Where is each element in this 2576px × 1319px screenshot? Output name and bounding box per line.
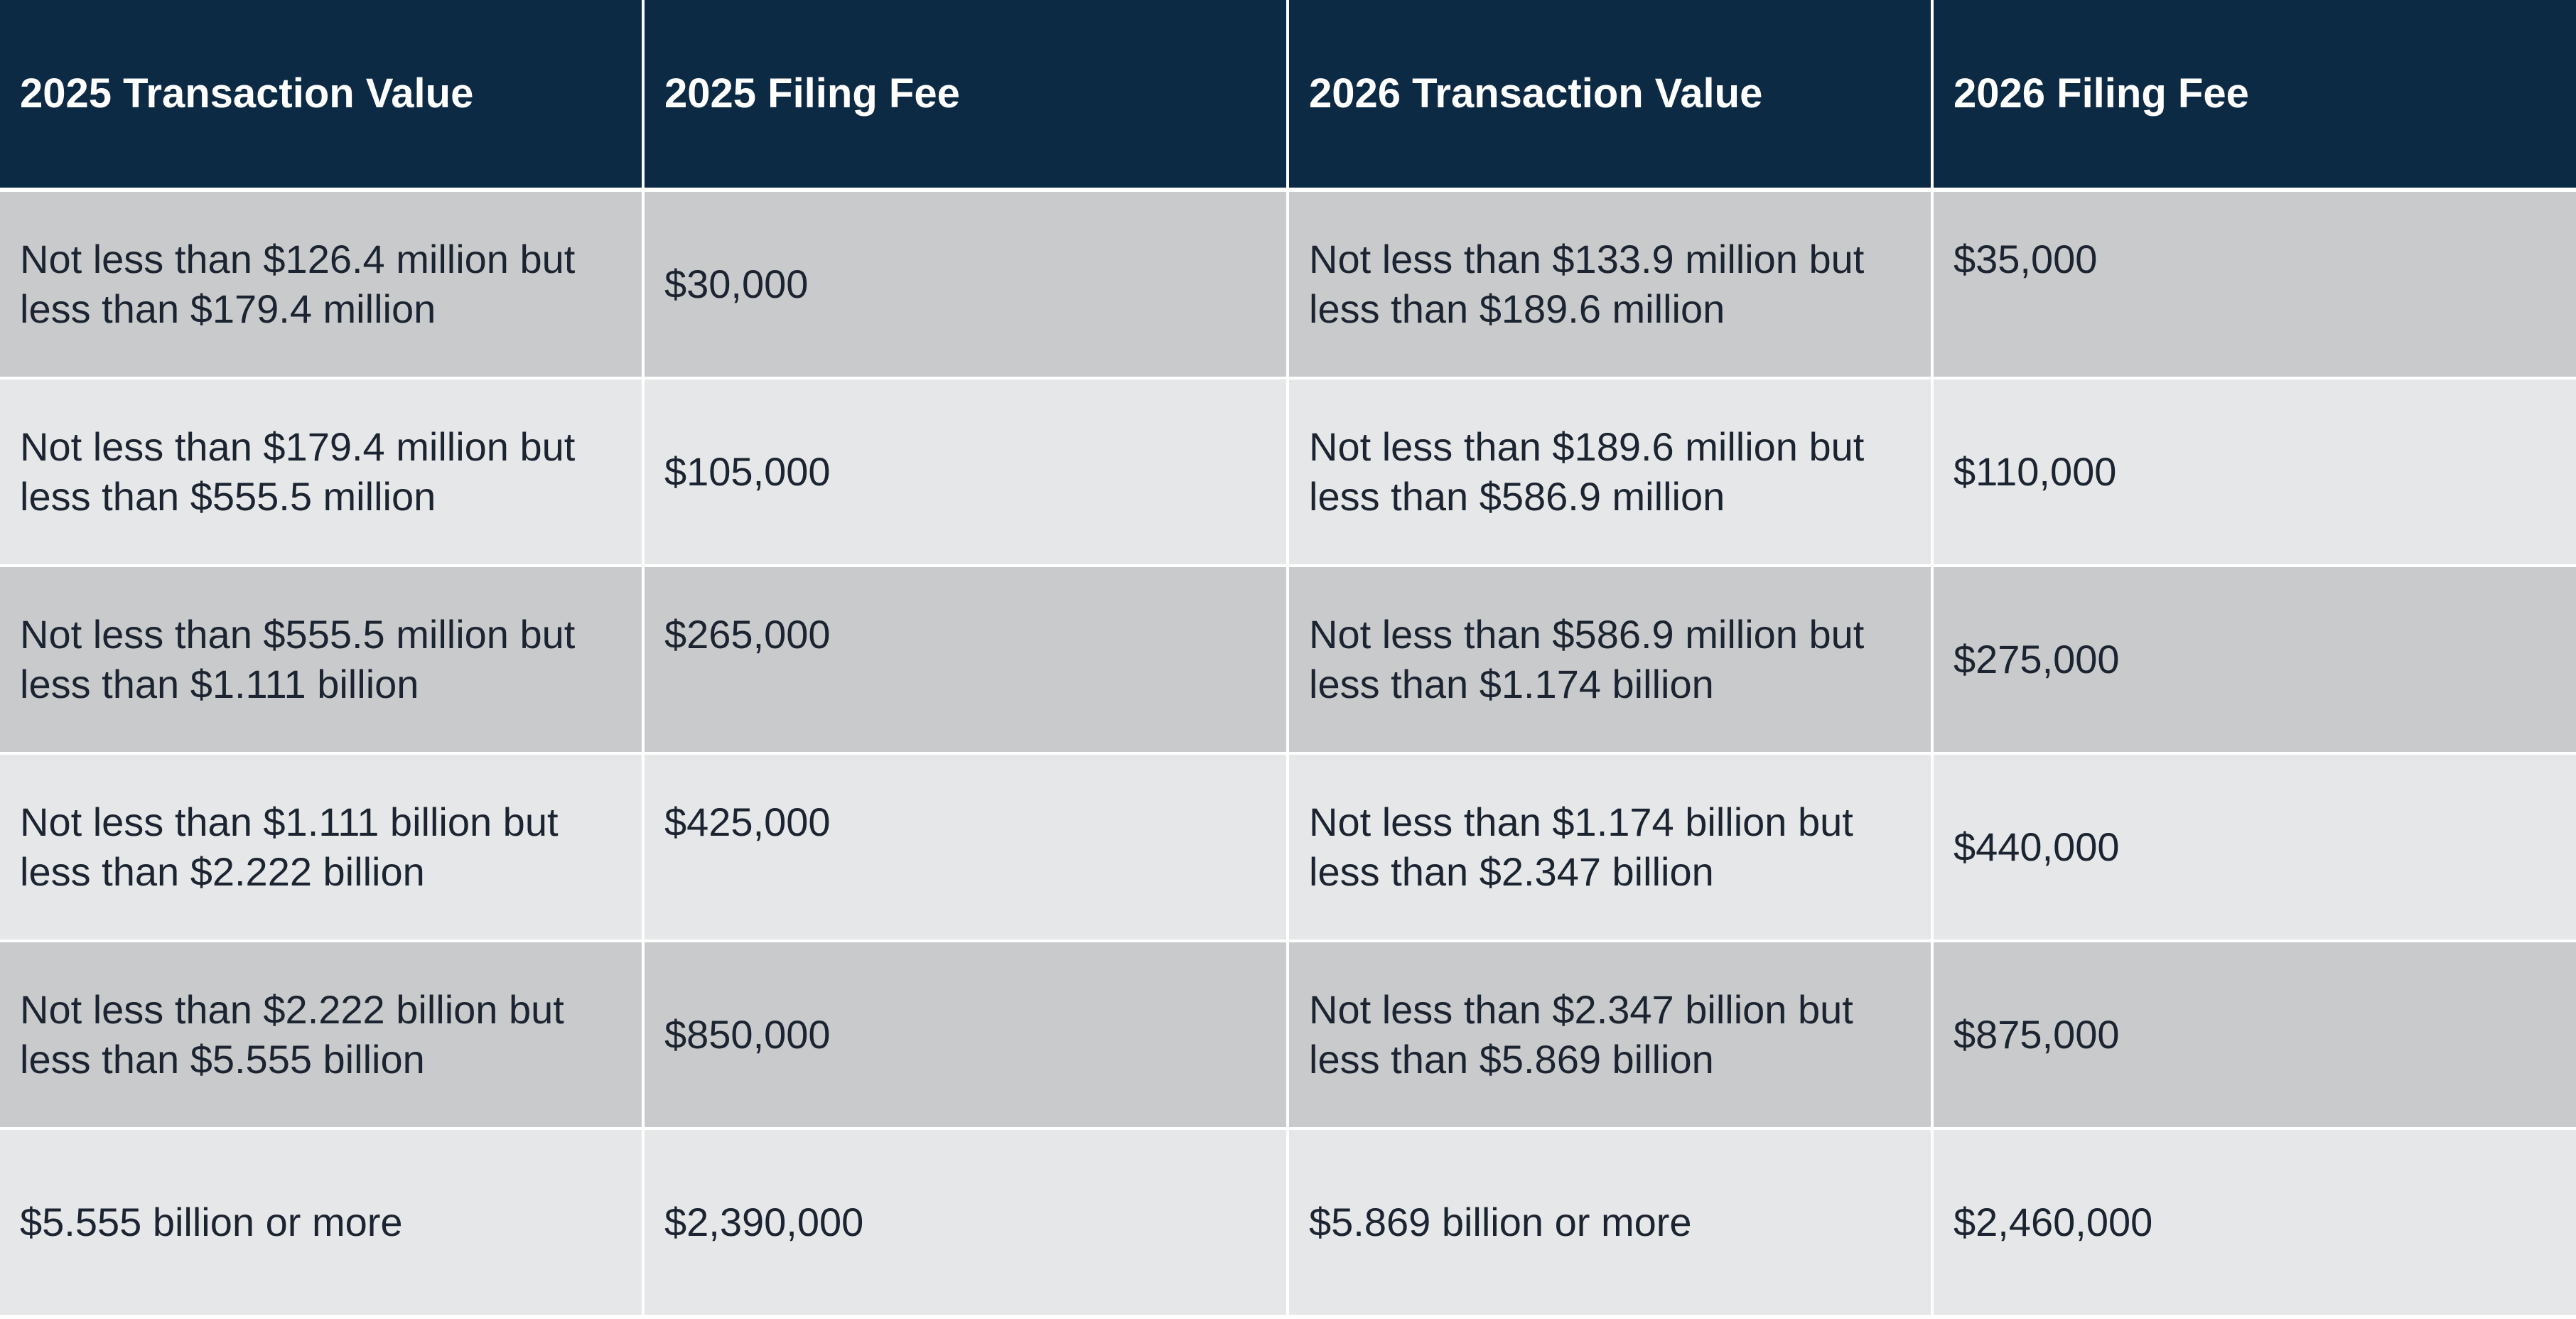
cell: Not less than $586.9 million but less th… <box>1289 567 1931 752</box>
cell: $105,000 <box>645 379 1286 564</box>
cell: $850,000 <box>645 942 1286 1127</box>
cell: Not less than $189.6 million but less th… <box>1289 379 1931 564</box>
cell: Not less than $2.347 billion but less th… <box>1289 942 1931 1127</box>
cell: $5.555 billion or more <box>0 1130 642 1315</box>
cell: $35,000 <box>1934 192 2576 377</box>
cell: $30,000 <box>645 192 1286 377</box>
cell: $2,460,000 <box>1934 1130 2576 1315</box>
cell: Not less than $179.4 million but less th… <box>0 379 642 564</box>
header-cell: 2025 Filing Fee <box>645 0 1286 188</box>
header-cell: 2026 Filing Fee <box>1934 0 2576 188</box>
cell: $265,000 <box>645 567 1286 752</box>
cell: $2,390,000 <box>645 1130 1286 1315</box>
header-cell: 2026 Transaction Value <box>1289 0 1931 188</box>
cell: $110,000 <box>1934 379 2576 564</box>
cell: $275,000 <box>1934 567 2576 752</box>
cell: $440,000 <box>1934 755 2576 940</box>
cell: Not less than $133.9 million but less th… <box>1289 192 1931 377</box>
cell: $875,000 <box>1934 942 2576 1127</box>
cell: $5.869 billion or more <box>1289 1130 1931 1315</box>
cell: Not less than $2.222 billion but less th… <box>0 942 642 1127</box>
cell: $425,000 <box>645 755 1286 940</box>
header-cell: 2025 Transaction Value <box>0 0 642 188</box>
cell: Not less than $555.5 million but less th… <box>0 567 642 752</box>
cell: Not less than $126.4 million but less th… <box>0 192 642 377</box>
cell: Not less than $1.111 billion but less th… <box>0 755 642 940</box>
cell: Not less than $1.174 billion but less th… <box>1289 755 1931 940</box>
